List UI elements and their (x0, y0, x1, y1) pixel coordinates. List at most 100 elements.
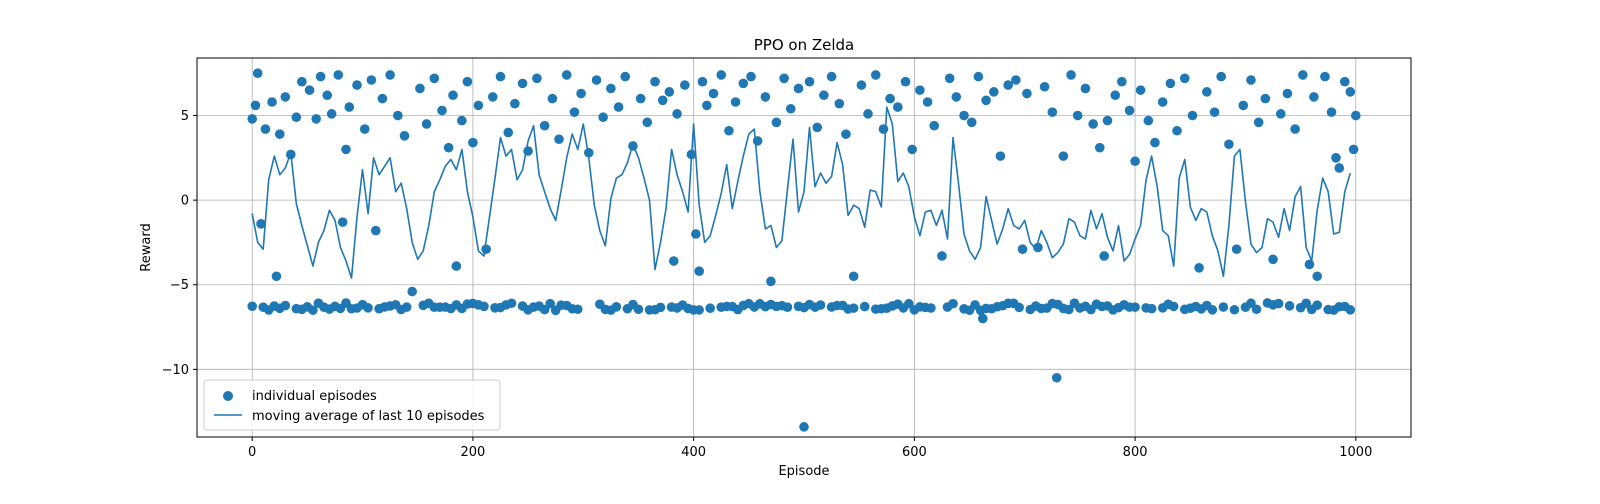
episode-point (280, 300, 291, 311)
episode-point (785, 103, 796, 114)
episode-point (250, 100, 261, 111)
episode-point (1135, 85, 1146, 95)
episode-point (1179, 73, 1190, 84)
episode-point (730, 97, 741, 107)
episode-point (826, 71, 837, 82)
episode-point (848, 303, 859, 313)
episode-point (407, 286, 418, 297)
episode-point (1150, 137, 1160, 148)
episode-point (517, 78, 528, 89)
episode-point (870, 70, 881, 80)
episode-point (304, 85, 315, 95)
episode-point (834, 98, 845, 109)
episode-point (1246, 75, 1256, 85)
episode-point (506, 298, 517, 309)
episode-point (804, 76, 815, 87)
episode-point (694, 305, 704, 315)
episode-point (1047, 107, 1058, 117)
episode-point (611, 302, 622, 312)
episode-point (1312, 300, 1322, 310)
episode-point (385, 70, 395, 80)
episode-point (1110, 90, 1121, 101)
episode-point (1268, 254, 1278, 265)
episode-point (694, 266, 704, 276)
episode-point (981, 95, 991, 106)
episode-point (859, 301, 870, 312)
episode-point (366, 75, 377, 85)
episode-point (322, 90, 333, 101)
episode-point (973, 71, 984, 82)
episode-point (315, 71, 326, 82)
episode-point (297, 76, 307, 87)
x-tick-label: 400 (681, 445, 706, 460)
episode-point (1003, 80, 1013, 90)
episode-point (569, 107, 580, 117)
episode-point (487, 92, 498, 102)
legend-label-scatter: individual episodes (252, 389, 377, 404)
episode-point (1194, 263, 1204, 273)
episode-point (1238, 100, 1249, 111)
episode-point (256, 219, 266, 229)
episode-point (856, 80, 867, 90)
episode-point (782, 302, 793, 312)
episode-point (1102, 115, 1113, 126)
moving-average-line-layer (251, 106, 1352, 279)
episode-point (286, 149, 296, 160)
episode-point (1088, 119, 1098, 129)
episode-point (333, 70, 344, 80)
episode-point (959, 110, 969, 121)
y-tick-label: −10 (162, 363, 189, 378)
episode-point (779, 73, 789, 84)
episode-point (267, 97, 277, 107)
grid-lines (197, 58, 1411, 437)
episode-point (655, 302, 666, 313)
episode-point (1209, 107, 1220, 117)
episode-point (1312, 271, 1322, 282)
episode-point (1172, 125, 1182, 136)
episode-point (716, 70, 727, 80)
episode-point (437, 105, 447, 116)
episode-point (1017, 244, 1028, 254)
episode-point (495, 71, 506, 82)
episode-point (819, 90, 829, 101)
legend-box (203, 379, 501, 431)
episode-point (1124, 105, 1135, 116)
episode-point (510, 98, 520, 109)
episode-point (812, 122, 823, 133)
episode-point (457, 115, 467, 126)
episode-point (1345, 87, 1356, 97)
episode-point (443, 142, 454, 153)
episode-point (1146, 303, 1157, 314)
episode-point (1275, 109, 1286, 119)
episode-point (628, 141, 638, 151)
episode-point (1251, 304, 1262, 315)
episode-point (1348, 144, 1359, 155)
episode-point (326, 109, 337, 119)
episode-point (841, 129, 851, 139)
episode-point (539, 120, 550, 131)
episode-point (572, 304, 583, 315)
episode-point (1099, 251, 1109, 261)
episode-point (1253, 117, 1264, 128)
episode-point (1298, 70, 1308, 80)
episode-point (341, 144, 351, 155)
episode-point (561, 70, 572, 80)
episode-point (1011, 75, 1021, 85)
episode-point (1273, 298, 1284, 309)
episode-point (1218, 302, 1229, 312)
episode-point (591, 75, 602, 85)
episode-point (1231, 244, 1242, 254)
episode-point (893, 102, 903, 112)
episode-point (1064, 304, 1074, 315)
episode-point (672, 109, 682, 119)
episode-point (760, 92, 771, 102)
episode-point (1039, 81, 1050, 92)
episode-point (937, 251, 947, 261)
episode-point (668, 256, 679, 266)
episode-point (451, 261, 462, 271)
episode-point (1143, 115, 1154, 126)
episode-point (481, 244, 491, 254)
x-tick-label: 600 (902, 445, 927, 460)
episode-point (771, 117, 782, 128)
